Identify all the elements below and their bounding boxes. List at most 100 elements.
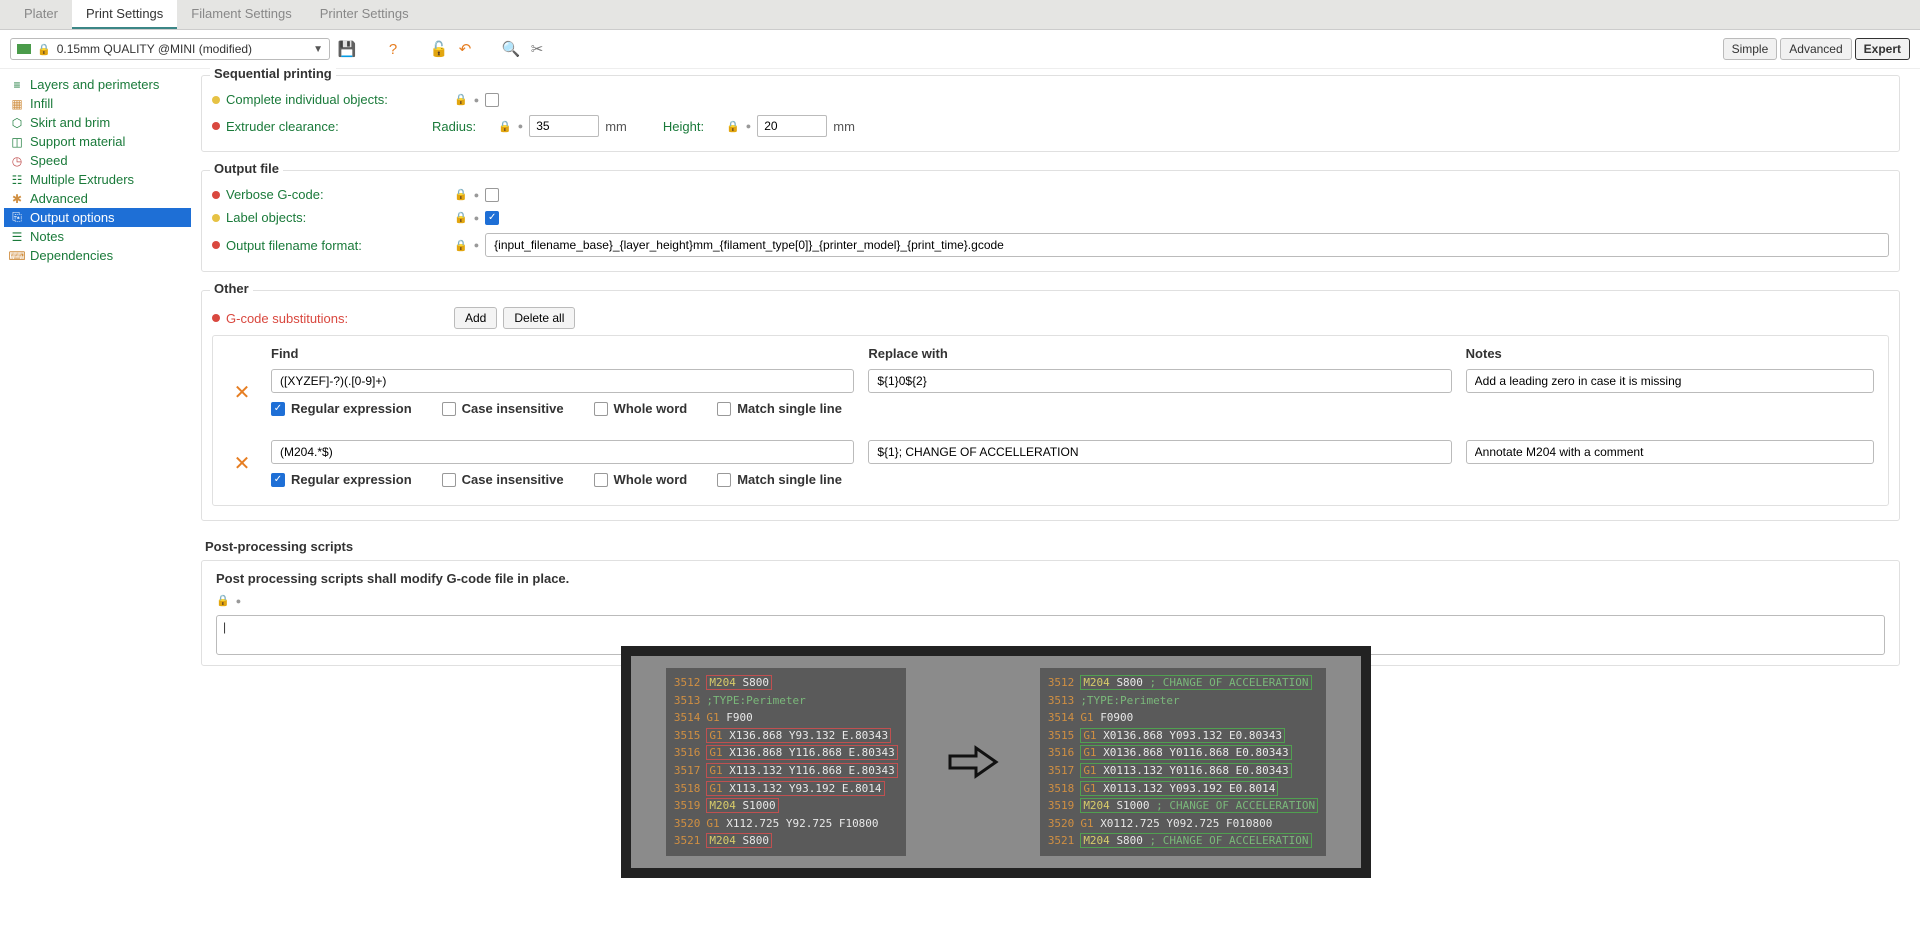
delete-row-button[interactable]: ✕: [227, 380, 257, 405]
checkbox-label-objects[interactable]: ✓: [485, 211, 499, 225]
option-regular-expression[interactable]: ✓Regular expression: [271, 472, 412, 487]
checkbox-verbose-gcode[interactable]: [485, 188, 499, 202]
arrow-icon: [946, 742, 1000, 782]
sidebar-item-advanced[interactable]: ✱ Advanced: [4, 189, 191, 208]
fieldset-sequential-printing: Sequential printing Complete individual …: [201, 75, 1900, 152]
mode-advanced[interactable]: Advanced: [1780, 38, 1851, 60]
gcode-line: 3517G1 X0113.132 Y0116.868 E0.80343: [1048, 762, 1318, 780]
search-icon[interactable]: 🔍: [502, 40, 520, 58]
substitution-options: ✓Regular expression Case insensitive Whole…: [271, 472, 1874, 487]
sidebar-item-label: Infill: [30, 96, 53, 111]
sidebar-icon: ✱: [10, 192, 24, 206]
settings-sidebar: ≡Layers and perimeters ▦ Infill ⬡Skirt and …: [0, 69, 195, 918]
chevron-down-icon: ▼: [313, 44, 323, 55]
undo-icon[interactable]: ↶: [456, 40, 474, 58]
option-whole-word[interactable]: Whole word: [594, 401, 688, 416]
settings-content: Sequential printing Complete individual …: [195, 69, 1920, 918]
option-match-single-line[interactable]: Match single line: [717, 401, 842, 416]
sidebar-icon: ☷: [10, 173, 24, 187]
lock-icon[interactable]: 🔒: [454, 93, 468, 106]
col-replace: Replace with: [868, 346, 1451, 361]
preset-dropdown[interactable]: 🔒 0.15mm QUALITY @MINI (modified) ▼: [10, 38, 330, 60]
sidebar-icon: ▦: [10, 97, 24, 111]
tab-filament-settings[interactable]: Filament Settings: [177, 0, 305, 29]
sidebar-item-output-options[interactable]: ⎘Output options: [4, 208, 191, 227]
add-button[interactable]: Add: [454, 307, 497, 329]
sidebar-item-layers-and-perimeters[interactable]: ≡Layers and perimeters: [4, 75, 191, 94]
gcode-line: 3519M204 S1000: [674, 797, 898, 815]
lock-icon[interactable]: 🔒: [454, 211, 468, 224]
lock-icon: 🔒: [37, 43, 51, 56]
option-whole-word[interactable]: Whole word: [594, 472, 688, 487]
input-replace[interactable]: [868, 369, 1451, 393]
gcode-line: 3512M204 S800 ; CHANGE OF ACCELERATION: [1048, 674, 1318, 692]
label-radius: Radius:: [432, 119, 476, 134]
mode-expert[interactable]: Expert: [1855, 38, 1910, 60]
cut-icon[interactable]: ✂: [528, 40, 546, 58]
sidebar-item-speed[interactable]: ◷Speed: [4, 151, 191, 170]
gcode-line: 3518G1 X0113.132 Y093.192 E0.8014: [1048, 780, 1318, 798]
reset-dot[interactable]: ●: [474, 190, 479, 200]
preset-name: 0.15mm QUALITY @MINI (modified): [57, 42, 307, 56]
delete-row-button[interactable]: ✕: [227, 451, 257, 476]
sidebar-item-label: Advanced: [30, 191, 88, 206]
lock-icon[interactable]: 🔒: [454, 188, 468, 201]
reset-dot[interactable]: ●: [518, 121, 523, 131]
tab-print-settings[interactable]: Print Settings: [72, 0, 177, 29]
input-replace[interactable]: [868, 440, 1451, 464]
lock-icon[interactable]: 🔒: [726, 120, 740, 133]
reset-dot[interactable]: ●: [474, 240, 479, 250]
option-case-insensitive[interactable]: Case insensitive: [442, 472, 564, 487]
label-extruder-clearance: Extruder clearance:: [226, 119, 426, 134]
sidebar-item-skirt-and-brim[interactable]: ⬡Skirt and brim: [4, 113, 191, 132]
label-output-filename: Output filename format:: [226, 238, 426, 253]
sidebar-item-label: Notes: [30, 229, 64, 244]
input-height[interactable]: [757, 115, 827, 137]
tab-plater[interactable]: Plater: [10, 0, 72, 29]
lock-icon[interactable]: 🔒: [454, 239, 468, 252]
sidebar-icon: ⌨: [10, 249, 24, 263]
unit-mm: mm: [605, 119, 627, 134]
level-bullet: [212, 191, 220, 199]
input-radius[interactable]: [529, 115, 599, 137]
option-regular-expression[interactable]: ✓Regular expression: [271, 401, 412, 416]
gcode-line: 3520G1 X0112.725 Y092.725 F010800: [1048, 815, 1318, 833]
sidebar-item-notes[interactable]: ☰Notes: [4, 227, 191, 246]
checkbox-icon: ✓: [271, 402, 285, 416]
checkbox-icon: [594, 473, 608, 487]
lock-icon[interactable]: 🔒: [216, 594, 230, 607]
input-find[interactable]: [271, 440, 854, 464]
reset-dot[interactable]: ●: [236, 596, 241, 606]
input-find[interactable]: [271, 369, 854, 393]
lock-icon[interactable]: 🔒: [498, 120, 512, 133]
help-icon[interactable]: ?: [384, 40, 402, 58]
unlock-icon[interactable]: 🔓: [430, 40, 448, 58]
mode-simple[interactable]: Simple: [1723, 38, 1778, 60]
tab-printer-settings[interactable]: Printer Settings: [306, 0, 423, 29]
mode-switcher: Simple Advanced Expert: [1723, 38, 1910, 60]
sidebar-item-label: Speed: [30, 153, 68, 168]
input-note[interactable]: [1466, 369, 1874, 393]
sidebar-item-dependencies[interactable]: ⌨Dependencies: [4, 246, 191, 265]
gcode-after-panel: 3512M204 S800 ; CHANGE OF ACCELERATION 35…: [1040, 668, 1326, 856]
option-match-single-line[interactable]: Match single line: [717, 472, 842, 487]
reset-dot[interactable]: ●: [746, 121, 751, 131]
sidebar-item-multiple-extruders[interactable]: ☷Multiple Extruders: [4, 170, 191, 189]
checkbox-icon: [442, 473, 456, 487]
sidebar-item-support-material[interactable]: ◫Support material: [4, 132, 191, 151]
input-output-filename[interactable]: [485, 233, 1889, 257]
delete-all-button[interactable]: Delete all: [503, 307, 575, 329]
reset-dot[interactable]: ●: [474, 213, 479, 223]
checkbox-icon: [594, 402, 608, 416]
sidebar-item-label: Layers and perimeters: [30, 77, 159, 92]
reset-dot[interactable]: ●: [474, 95, 479, 105]
pp-description: Post processing scripts shall modify G-c…: [216, 571, 1885, 586]
sidebar-icon: ⬡: [10, 116, 24, 130]
gcode-line: 3514G1 F900: [674, 709, 898, 727]
gcode-line: 3518G1 X113.132 Y93.192 E.8014: [674, 780, 898, 798]
input-note[interactable]: [1466, 440, 1874, 464]
checkbox-complete-objects[interactable]: [485, 93, 499, 107]
save-icon[interactable]: 💾: [338, 40, 356, 58]
sidebar-item-infill[interactable]: ▦ Infill: [4, 94, 191, 113]
option-case-insensitive[interactable]: Case insensitive: [442, 401, 564, 416]
